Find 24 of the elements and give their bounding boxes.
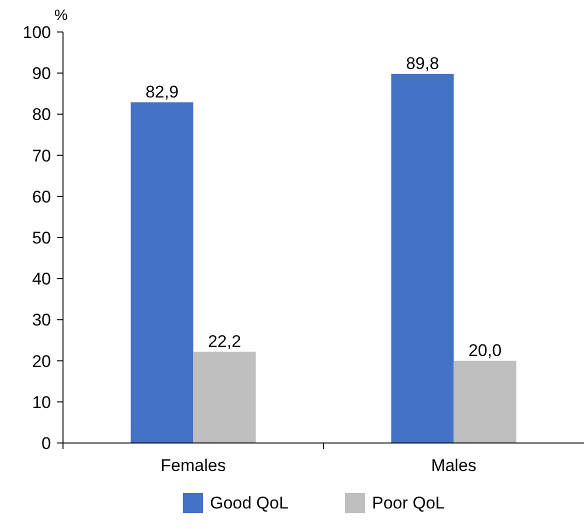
bar [454, 360, 516, 443]
y-axis-title: % [54, 7, 68, 24]
y-tick-label: 0 [42, 434, 51, 453]
y-tick-label: 60 [32, 187, 51, 206]
y-tick-label: 90 [32, 64, 51, 84]
y-tick-label: 100 [22, 22, 51, 42]
y-tick-label: 80 [32, 105, 51, 124]
bar [391, 74, 454, 443]
legend-label: Good QoL [210, 494, 288, 513]
y-tick-label: 10 [32, 392, 51, 412]
x-tick-label: Males [431, 456, 476, 475]
y-tick-label: 20 [32, 352, 51, 371]
y-tick-label: 50 [32, 228, 51, 248]
data-label: 82,9 [145, 82, 179, 102]
legend-label: Poor QoL [372, 494, 445, 513]
data-label: 89,8 [406, 54, 440, 73]
data-label: 22,2 [208, 332, 242, 351]
y-tick-label: 70 [32, 146, 51, 166]
y-tick-label: 30 [32, 310, 51, 330]
bar [193, 352, 256, 443]
data-label: 20,0 [468, 340, 502, 360]
x-tick-label: Females [160, 456, 226, 475]
bar [130, 102, 194, 443]
y-tick-label: 40 [32, 270, 51, 289]
